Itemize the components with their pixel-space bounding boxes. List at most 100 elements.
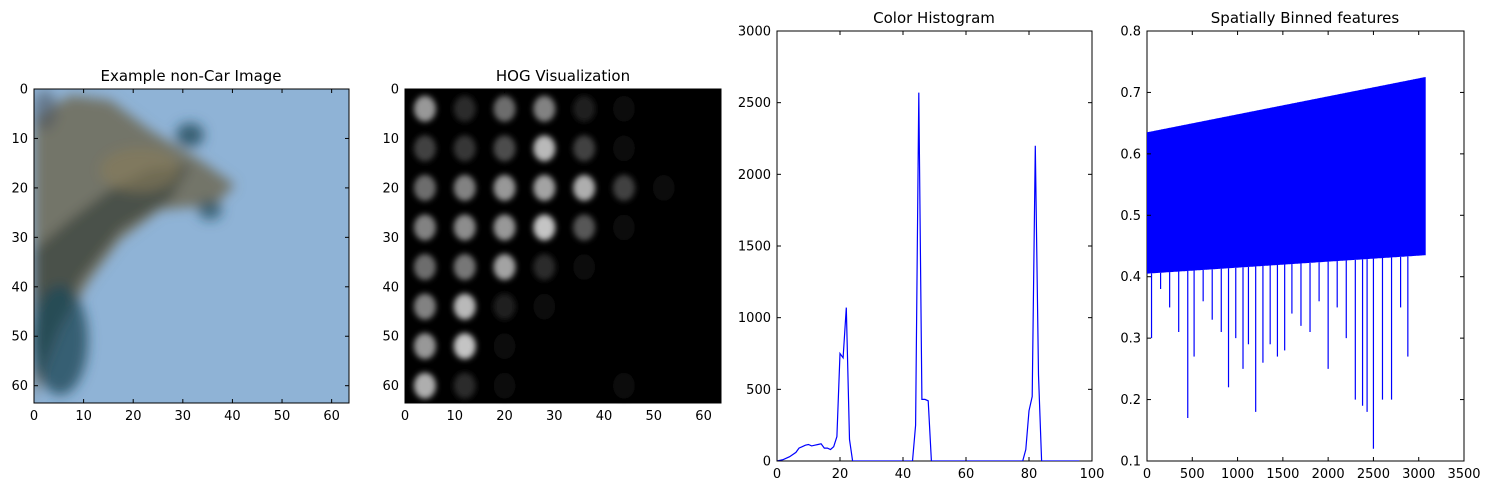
x-tick-label: 2000 (1312, 467, 1345, 482)
hog-background (405, 89, 721, 403)
hog-cell (413, 372, 436, 399)
hog-cell (573, 174, 596, 201)
y-tick-label: 1000 (738, 311, 771, 326)
x-tick-label: 80 (1021, 467, 1038, 482)
hog-cell (413, 293, 436, 320)
y-tick-label: 40 (11, 280, 28, 295)
hog-cell (413, 135, 436, 162)
hog-cell (652, 174, 675, 201)
y-tick-label: 60 (382, 379, 399, 394)
y-tick-label: 40 (382, 280, 399, 295)
y-tick-label: 20 (382, 181, 399, 196)
hog-cell (493, 293, 516, 320)
hog-cell (493, 254, 516, 281)
x-tick-label: 60 (958, 467, 975, 482)
x-tick-label: 30 (175, 409, 192, 424)
x-tick-label: 1500 (1266, 467, 1299, 482)
hog-cell (573, 214, 596, 241)
hog-cell (413, 95, 436, 122)
hog-cell (453, 95, 476, 122)
hog-cell (533, 174, 556, 201)
x-tick-label: 60 (323, 409, 340, 424)
chart-title: Spatially Binned features (1211, 9, 1400, 27)
hog-cell (493, 214, 516, 241)
x-tick-label: 2500 (1357, 467, 1390, 482)
hog-cell (533, 135, 556, 162)
x-tick-label: 3500 (1447, 467, 1480, 482)
binned-series-line (1147, 77, 1426, 274)
hog-cell (413, 174, 436, 201)
y-tick-label: 0 (763, 455, 771, 470)
panel-hog: HOG Visualization 0 10 20 30 40 50 60010203040… (382, 67, 722, 424)
x-tick-label: 50 (646, 409, 663, 424)
hog-cell (413, 254, 436, 281)
y-tick-label: 0.8 (1120, 25, 1141, 40)
x-tick-label: 0 (30, 409, 38, 424)
hog-cell (453, 254, 476, 281)
hog-cell (453, 135, 476, 162)
y-tick-label: 3000 (738, 25, 771, 40)
y-tick-label: 0 (391, 83, 399, 98)
y-tick-label: 0.4 (1120, 270, 1141, 285)
x-tick-label: 0 (401, 409, 409, 424)
y-tick-label: 0.2 (1120, 393, 1141, 408)
hog-cell (413, 333, 436, 360)
hog-cell (533, 293, 556, 320)
hog-cell (493, 174, 516, 201)
hog-cell (612, 214, 635, 241)
x-tick-label: 10 (446, 409, 463, 424)
y-tick-label: 20 (11, 181, 28, 196)
x-tick-label: 100 (1080, 467, 1105, 482)
chart-title: Example non-Car Image (100, 67, 281, 85)
x-tick-label: 30 (546, 409, 563, 424)
y-tick-label: 30 (11, 231, 28, 246)
y-tick-label: 2500 (738, 96, 771, 111)
noncar-image (34, 89, 349, 403)
chart-title: Color Histogram (873, 9, 995, 27)
plot-area (776, 30, 1093, 462)
hog-cell (493, 372, 516, 399)
y-tick-label: 0.6 (1120, 147, 1141, 162)
y-tick-label: 0.7 (1120, 86, 1141, 101)
y-tick-label: 1500 (738, 240, 771, 255)
y-tick-label: 500 (746, 383, 771, 398)
panel-spatial-bins: Spatially Binned features 0 500 1000 1500 20… (1120, 9, 1480, 482)
x-tick-label: 60 (695, 409, 712, 424)
y-tick-label: 10 (11, 132, 28, 147)
y-tick-label: 0.3 (1120, 332, 1141, 347)
y-tick-label: 30 (382, 231, 399, 246)
hog-cell (453, 293, 476, 320)
hog-cell (493, 135, 516, 162)
hog-cell (493, 95, 516, 122)
hog-cell (453, 214, 476, 241)
x-tick-label: 20 (496, 409, 513, 424)
hog-cell (612, 135, 635, 162)
hog-cell (573, 135, 596, 162)
hog-cell (413, 214, 436, 241)
hog-cell (533, 95, 556, 122)
x-tick-label: 10 (75, 409, 92, 424)
x-tick-label: 0 (1143, 467, 1151, 482)
y-tick-label: 50 (382, 330, 399, 345)
hog-cell (533, 214, 556, 241)
y-tick-label: 50 (11, 330, 28, 345)
y-tick-label: 60 (11, 379, 28, 394)
hog-cell (493, 333, 516, 360)
x-tick-label: 500 (1180, 467, 1205, 482)
binned-series (1147, 77, 1426, 449)
x-tick-label: 3000 (1402, 467, 1435, 482)
x-tick-label: 0 (773, 467, 781, 482)
chart-title: HOG Visualization (496, 67, 630, 85)
y-tick-label: 10 (382, 132, 399, 147)
x-tick-label: 40 (224, 409, 241, 424)
hog-cell (573, 95, 596, 122)
hog-cell (453, 333, 476, 360)
hog-cells (413, 95, 675, 399)
y-tick-label: 2000 (738, 168, 771, 183)
hog-cell (573, 254, 596, 281)
y-tick-label: 0 (20, 83, 28, 98)
x-tick-label: 1000 (1221, 467, 1254, 482)
hog-cell (612, 372, 635, 399)
hog-cell (453, 174, 476, 201)
